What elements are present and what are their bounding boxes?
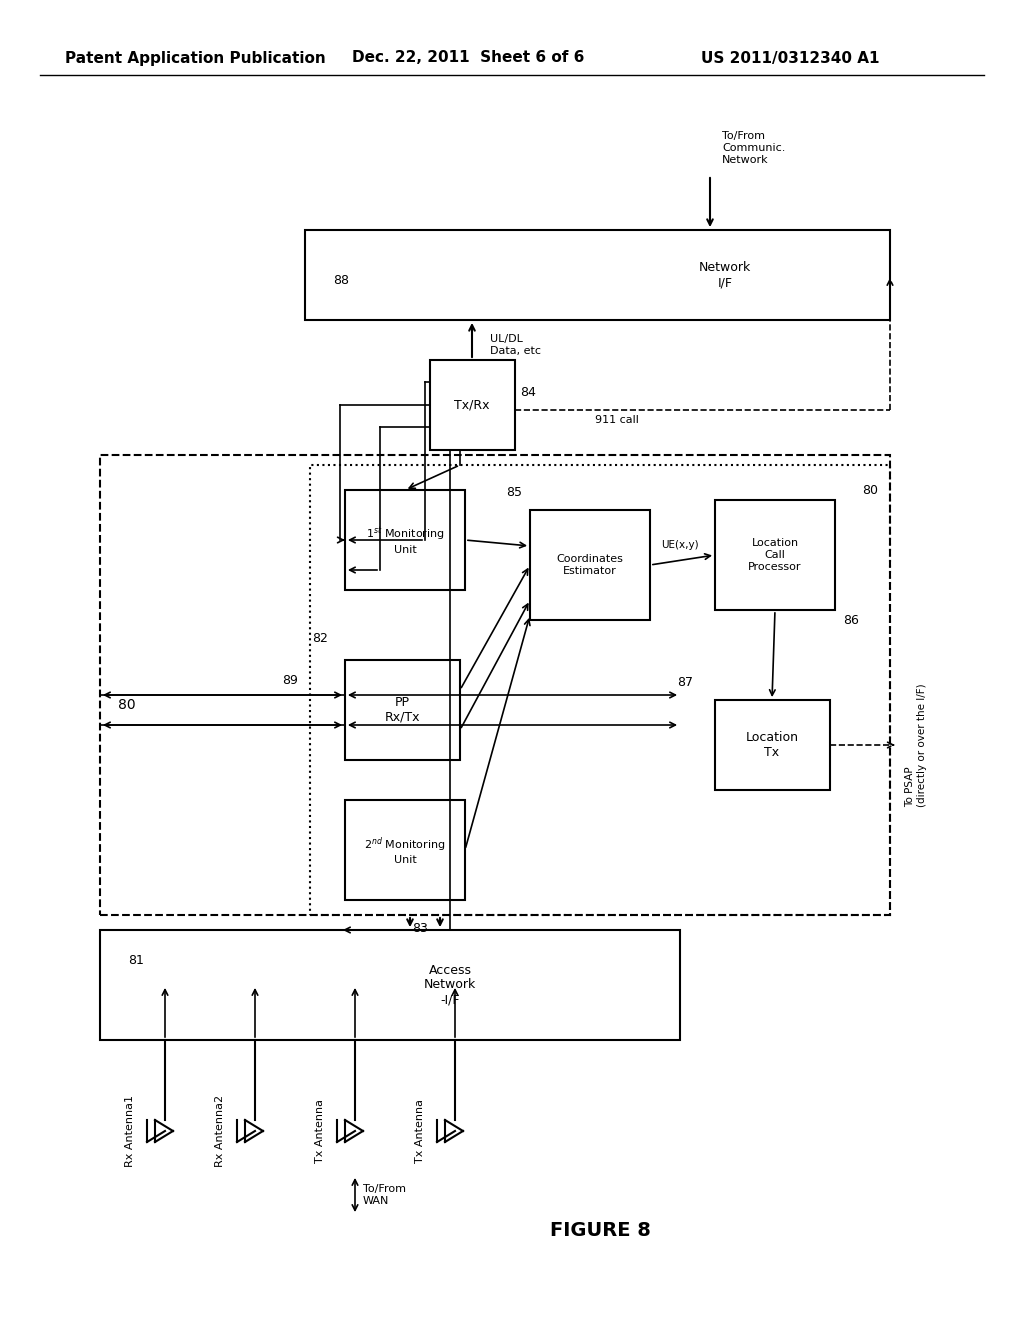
Bar (100, 931, 680, 1040)
Text: 89: 89 (282, 673, 298, 686)
Bar (715, 700, 830, 789)
Text: Dec. 22, 2011  Sheet 6 of 6: Dec. 22, 2011 Sheet 6 of 6 (352, 50, 584, 66)
Text: To/From
Communic.
Network: To/From Communic. Network (722, 132, 785, 165)
Bar (310, 465, 890, 915)
Text: Tx Antenna: Tx Antenna (415, 1100, 425, 1163)
Text: Coordinates
Estimator: Coordinates Estimator (557, 554, 624, 576)
Bar (715, 500, 835, 610)
Text: Rx Antenna1: Rx Antenna1 (125, 1096, 135, 1167)
Bar (345, 660, 460, 760)
Text: 85: 85 (506, 486, 522, 499)
Text: 87: 87 (677, 676, 693, 689)
Text: Tx Antenna: Tx Antenna (315, 1100, 325, 1163)
Text: FIGURE 8: FIGURE 8 (550, 1221, 650, 1239)
Text: Patent Application Publication: Patent Application Publication (65, 50, 326, 66)
Text: Network
I/F: Network I/F (698, 261, 752, 289)
Text: 86: 86 (843, 614, 859, 627)
Bar (530, 510, 650, 620)
Text: 81: 81 (128, 953, 144, 966)
Text: To/From
WAN: To/From WAN (362, 1184, 406, 1205)
Bar (100, 455, 890, 915)
Text: Location
Call
Processor: Location Call Processor (749, 539, 802, 572)
Text: 80: 80 (118, 698, 135, 711)
Text: Location
Tx: Location Tx (745, 731, 799, 759)
Text: 82: 82 (312, 631, 328, 644)
Text: Access
Network
-I/F: Access Network -I/F (424, 964, 476, 1006)
Text: Rx Antenna2: Rx Antenna2 (215, 1094, 225, 1167)
Text: To PSAP
(directly or over the I/F): To PSAP (directly or over the I/F) (905, 684, 927, 807)
Text: PP
Rx/Tx: PP Rx/Tx (384, 696, 420, 723)
Text: UL/DL
Data, etc: UL/DL Data, etc (490, 334, 541, 356)
Bar (345, 800, 465, 900)
Text: 2$^{nd}$ Monitoring
Unit: 2$^{nd}$ Monitoring Unit (365, 836, 445, 865)
Text: 88: 88 (333, 273, 349, 286)
Text: 1$^{st}$ Monitoring
Unit: 1$^{st}$ Monitoring Unit (366, 525, 444, 554)
Bar (345, 490, 465, 590)
Text: US 2011/0312340 A1: US 2011/0312340 A1 (700, 50, 880, 66)
Text: 84: 84 (520, 387, 536, 400)
Bar (305, 230, 890, 319)
Text: UE(x,y): UE(x,y) (662, 540, 698, 550)
Text: 83: 83 (412, 921, 428, 935)
Bar (430, 360, 515, 450)
Text: Tx/Rx: Tx/Rx (455, 399, 489, 412)
Text: 911 call: 911 call (595, 414, 639, 425)
Text: 80: 80 (862, 483, 878, 496)
